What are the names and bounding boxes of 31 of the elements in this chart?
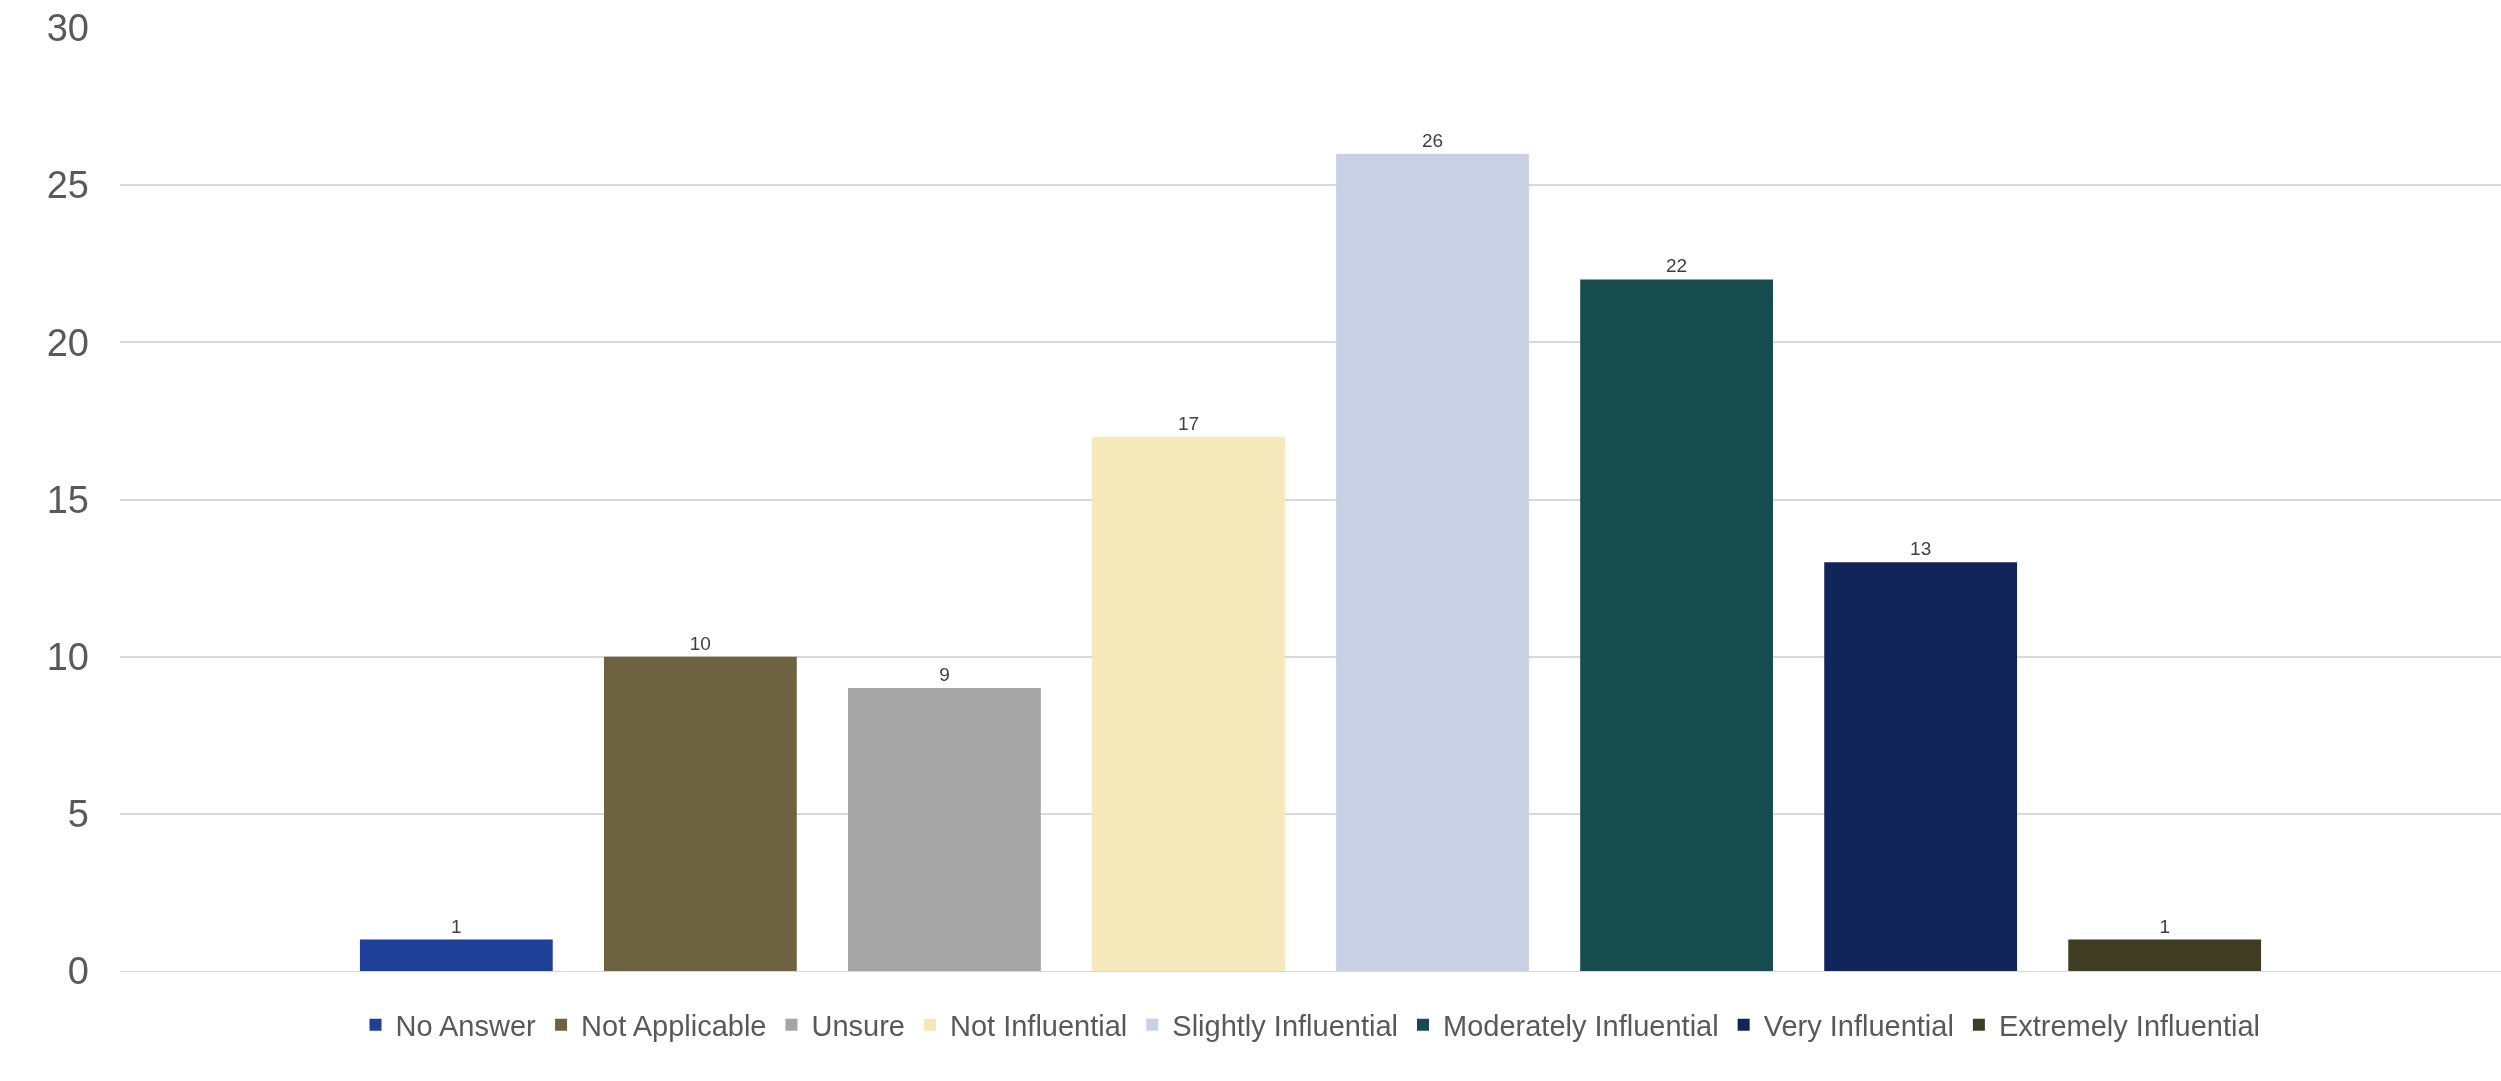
legend-label: No Answer	[395, 1009, 537, 1042]
data-label: 26	[1421, 129, 1444, 151]
legend-label: Not Influential	[949, 1009, 1128, 1042]
data-label: 1	[2159, 915, 2170, 937]
y-tick-label: 0	[67, 950, 89, 993]
legend-label: Very Influential	[1763, 1009, 1954, 1042]
legend-label: Moderately Influential	[1442, 1009, 1719, 1042]
data-label: 22	[1666, 255, 1688, 277]
data-label: 17	[1177, 412, 1200, 434]
data-label: 9	[939, 664, 950, 686]
bar	[1580, 279, 1773, 971]
bar	[2068, 939, 2262, 971]
y-tick-label: 20	[46, 321, 89, 364]
legend-label: Not Applicable	[581, 1009, 767, 1042]
y-tick-label: 10	[46, 635, 89, 678]
bar	[1336, 153, 1529, 971]
bar	[1092, 436, 1285, 971]
data-label: 1	[451, 915, 462, 937]
y-tick-label: 30	[46, 7, 89, 50]
data-label: 10	[689, 632, 711, 654]
y-tick-label: 5	[67, 793, 89, 836]
data-label: 13	[1910, 538, 1932, 560]
legend-label: Unsure	[811, 1009, 905, 1042]
bar	[603, 656, 797, 971]
bar	[1824, 562, 2018, 971]
legend-label: Slightly Influential	[1172, 1009, 1398, 1042]
y-tick-label: 25	[46, 164, 89, 207]
bar	[848, 688, 1041, 971]
legend-label: Extremely Influential	[1998, 1009, 2261, 1042]
bar	[359, 939, 553, 971]
y-tick-label: 15	[46, 478, 89, 521]
